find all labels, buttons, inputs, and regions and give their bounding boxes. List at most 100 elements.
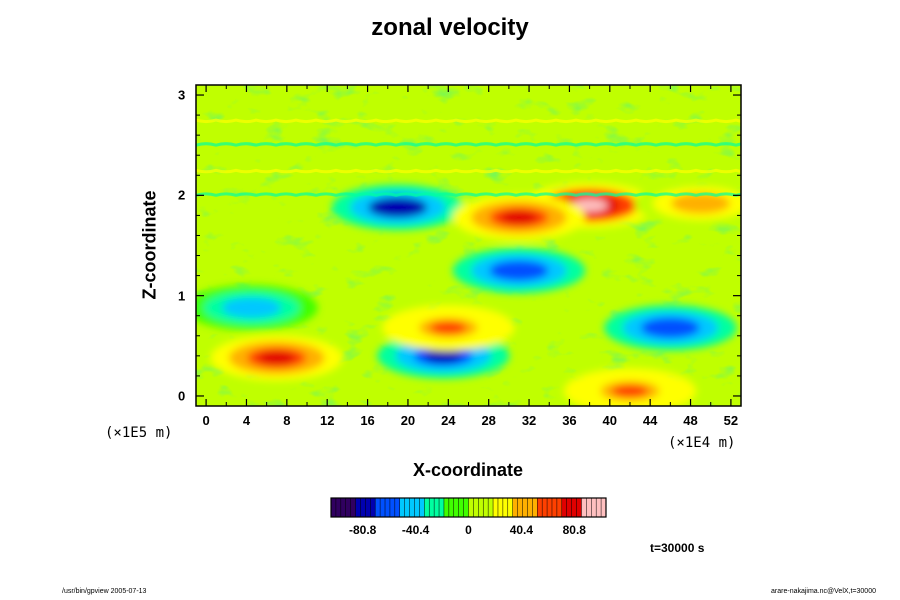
colorbar-cell-0 bbox=[331, 498, 337, 517]
wave-band-3 bbox=[196, 118, 741, 124]
time-label: t=30000 s bbox=[650, 541, 705, 555]
velocity-feature-4-level-3 bbox=[233, 301, 270, 315]
y-tick-label-2: 2 bbox=[178, 187, 186, 203]
colorbar-cell-16 bbox=[409, 498, 415, 517]
colorbar-cell-9 bbox=[375, 498, 381, 517]
colorbar-cell-28 bbox=[468, 498, 474, 517]
footer-left: /usr/bin/gpview 2005-07-13 bbox=[62, 588, 147, 595]
colorbar-cell-10 bbox=[380, 498, 386, 517]
colorbar-cell-50 bbox=[576, 498, 582, 517]
velocity-feature-0-level-3 bbox=[379, 201, 417, 214]
colorbar-cell-7 bbox=[365, 498, 371, 517]
colorbar-cell-48 bbox=[566, 498, 572, 517]
colorbar-cell-35 bbox=[502, 498, 509, 517]
colorbar-cell-5 bbox=[355, 498, 361, 517]
colorbar-cell-21 bbox=[434, 498, 440, 517]
x-tick-label-3: 12 bbox=[319, 413, 335, 428]
colorbar-tick-label-1: -40.4 bbox=[401, 523, 430, 537]
y-tick-label-0: 0 bbox=[178, 388, 186, 404]
colorbar-cell-8 bbox=[370, 498, 376, 517]
velocity-feature-2-level-3 bbox=[500, 264, 538, 277]
x-tick-label-5: 20 bbox=[400, 413, 416, 428]
colorbar-cell-17 bbox=[414, 498, 420, 517]
y-axis-label: Z-coordinate bbox=[139, 190, 160, 300]
colorbar-cell-41 bbox=[532, 498, 538, 517]
colorbar-cell-42 bbox=[537, 498, 543, 517]
velocity-feature-6-level-3 bbox=[500, 211, 538, 224]
x-tick-label-7: 28 bbox=[481, 413, 496, 428]
chart-title: zonal velocity bbox=[371, 14, 529, 41]
colorbar-cell-45 bbox=[551, 498, 558, 517]
wave-band-1 bbox=[196, 168, 741, 174]
x-tick-label-13: 52 bbox=[723, 413, 739, 428]
velocity-feature-5-level-3 bbox=[571, 199, 609, 212]
velocity-feature-9-level-3 bbox=[611, 384, 649, 398]
colorbar-cell-34 bbox=[497, 498, 504, 517]
x-tick-label-10: 40 bbox=[602, 413, 618, 428]
colorbar-cell-23 bbox=[443, 498, 450, 517]
x-tick-label-4: 16 bbox=[360, 413, 375, 428]
x-tick-marks bbox=[205, 85, 732, 406]
colorbar-cell-20 bbox=[429, 498, 435, 517]
x-tick-label-9: 36 bbox=[562, 413, 577, 428]
colorbar-cell-29 bbox=[473, 498, 479, 517]
velocity-feature-8-level-3 bbox=[429, 321, 467, 335]
colorbar-cell-54 bbox=[596, 498, 602, 517]
features-layer bbox=[196, 180, 741, 406]
colorbar bbox=[330, 497, 607, 518]
y-tick-label-1: 1 bbox=[178, 288, 186, 304]
wave-band-2 bbox=[196, 142, 741, 147]
x-tick-label-1: 4 bbox=[242, 413, 251, 428]
colorbar-cell-11 bbox=[385, 498, 391, 517]
x-tick-label-0: 0 bbox=[202, 413, 210, 428]
colorbar-cell-18 bbox=[419, 498, 425, 517]
bands-layer bbox=[196, 118, 741, 197]
x-tick-label-2: 8 bbox=[283, 413, 291, 428]
colorbar-cell-24 bbox=[448, 498, 455, 517]
footer-right: arare-nakajima.nc@VelX,t=30000 bbox=[771, 588, 876, 595]
colorbar-cell-46 bbox=[556, 498, 563, 517]
x-tick-label-12: 48 bbox=[683, 413, 698, 428]
velocity-feature-7-level-3 bbox=[258, 351, 296, 365]
colorbar-cell-27 bbox=[463, 498, 469, 517]
colorbar-cell-1 bbox=[335, 498, 342, 517]
colorbar-tick-label-3: 40.4 bbox=[509, 523, 534, 537]
colorbar-cell-3 bbox=[345, 498, 351, 517]
velocity-feature-3-level-3 bbox=[651, 321, 689, 335]
colorbar-cell-32 bbox=[488, 498, 494, 517]
colorbar-cell-14 bbox=[399, 498, 405, 517]
colorbar-cell-22 bbox=[439, 498, 445, 517]
colorbar-cell-12 bbox=[389, 498, 396, 517]
x-axis-unit: (×1E4 m) bbox=[668, 435, 736, 451]
colorbar-cell-55 bbox=[601, 498, 607, 517]
colorbar-cell-6 bbox=[360, 498, 366, 517]
colorbar-cell-2 bbox=[340, 498, 347, 517]
y-axis-unit: (×1E5 m) bbox=[105, 425, 173, 441]
x-axis-label: X-coordinate bbox=[412, 460, 523, 480]
colorbar-cell-15 bbox=[404, 498, 410, 517]
colorbar-cell-38 bbox=[517, 498, 523, 517]
colorbar-cell-13 bbox=[394, 498, 401, 517]
velocity-feature-10-level-3 bbox=[682, 197, 720, 210]
colorbar-cell-4 bbox=[350, 498, 356, 517]
colorbar-cell-39 bbox=[522, 498, 528, 517]
plot-area bbox=[196, 85, 741, 406]
colorbar-cell-25 bbox=[453, 498, 459, 517]
x-tick-label-6: 24 bbox=[441, 413, 456, 428]
colorbar-cell-33 bbox=[493, 498, 499, 517]
y-tick-label-3: 3 bbox=[178, 87, 186, 103]
x-tick-label-11: 44 bbox=[642, 413, 658, 428]
colorbar-cell-49 bbox=[571, 498, 577, 517]
colorbar-cell-44 bbox=[547, 498, 553, 517]
colorbar-tick-label-4: 80.8 bbox=[562, 523, 586, 537]
colorbar-cell-47 bbox=[561, 498, 568, 517]
colorbar-tick-label-2: 0 bbox=[465, 523, 472, 537]
x-tick-label-8: 32 bbox=[521, 413, 537, 428]
y-tick-marks bbox=[196, 94, 741, 397]
colorbar-cell-30 bbox=[478, 498, 484, 517]
colorbar-cell-19 bbox=[424, 498, 430, 517]
colorbar-cell-51 bbox=[581, 498, 587, 517]
colorbar-cell-36 bbox=[507, 498, 513, 517]
colorbar-cell-53 bbox=[591, 498, 597, 517]
